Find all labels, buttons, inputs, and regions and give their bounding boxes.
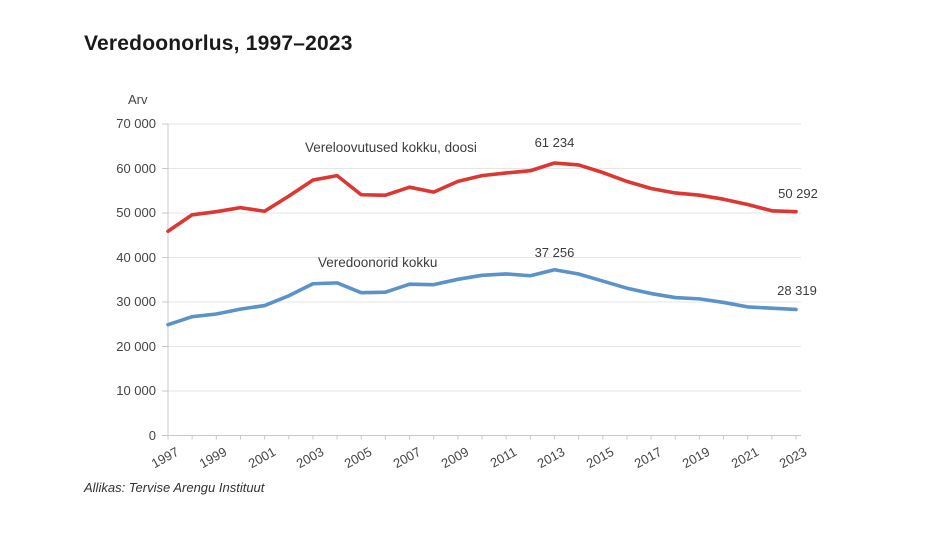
end-donations-label: 50 292 — [778, 185, 818, 201]
series-label-donations: Vereloovutused kokku, doosi — [305, 140, 477, 155]
y-tick-label: 20 000 — [116, 338, 156, 354]
y-tick-label: 70 000 — [116, 116, 156, 131]
y-tick-label: 50 000 — [116, 205, 156, 220]
series-label-donors: Veredoonorid kokku — [318, 255, 438, 270]
y-tick-label: 30 000 — [116, 294, 156, 309]
y-tick-label: 60 000 — [116, 160, 156, 176]
y-tick-label: 40 000 — [116, 249, 156, 265]
y-tick-label: 0 — [148, 427, 156, 443]
donations-line — [166, 161, 798, 234]
source-note: Allikas: Tervise Arengu Instituut — [84, 480, 265, 495]
donors-line — [166, 267, 798, 327]
y-tick-label: 10 000 — [116, 383, 156, 398]
chart-title: Veredoonorlus, 1997–2023 — [84, 32, 353, 55]
end-donors-label: 28 319 — [777, 283, 817, 299]
peak-donors-label: 37 256 — [534, 244, 575, 260]
peak-donations-label: 61 234 — [534, 135, 575, 150]
y-axis-title: Arv — [128, 92, 148, 107]
